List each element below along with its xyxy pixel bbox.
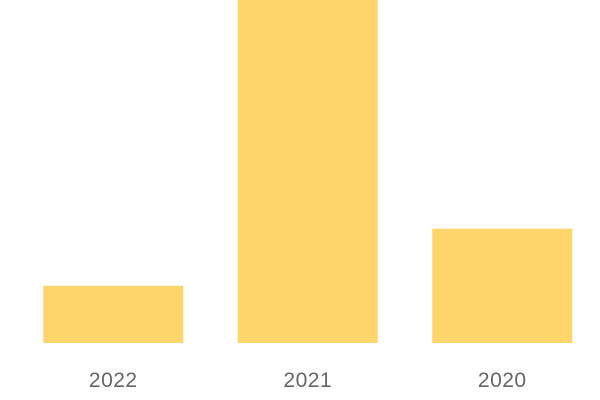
x-axis-ticks: 2022 2021 2020 [89,369,527,392]
bar-2020 [432,228,573,343]
bar-2022 [43,285,184,343]
x-tick-label: 2022 [89,369,138,392]
bars [43,0,573,343]
x-tick-label: 2021 [283,369,332,392]
x-tick-label: 2020 [478,369,527,392]
bar-2021 [237,0,378,343]
